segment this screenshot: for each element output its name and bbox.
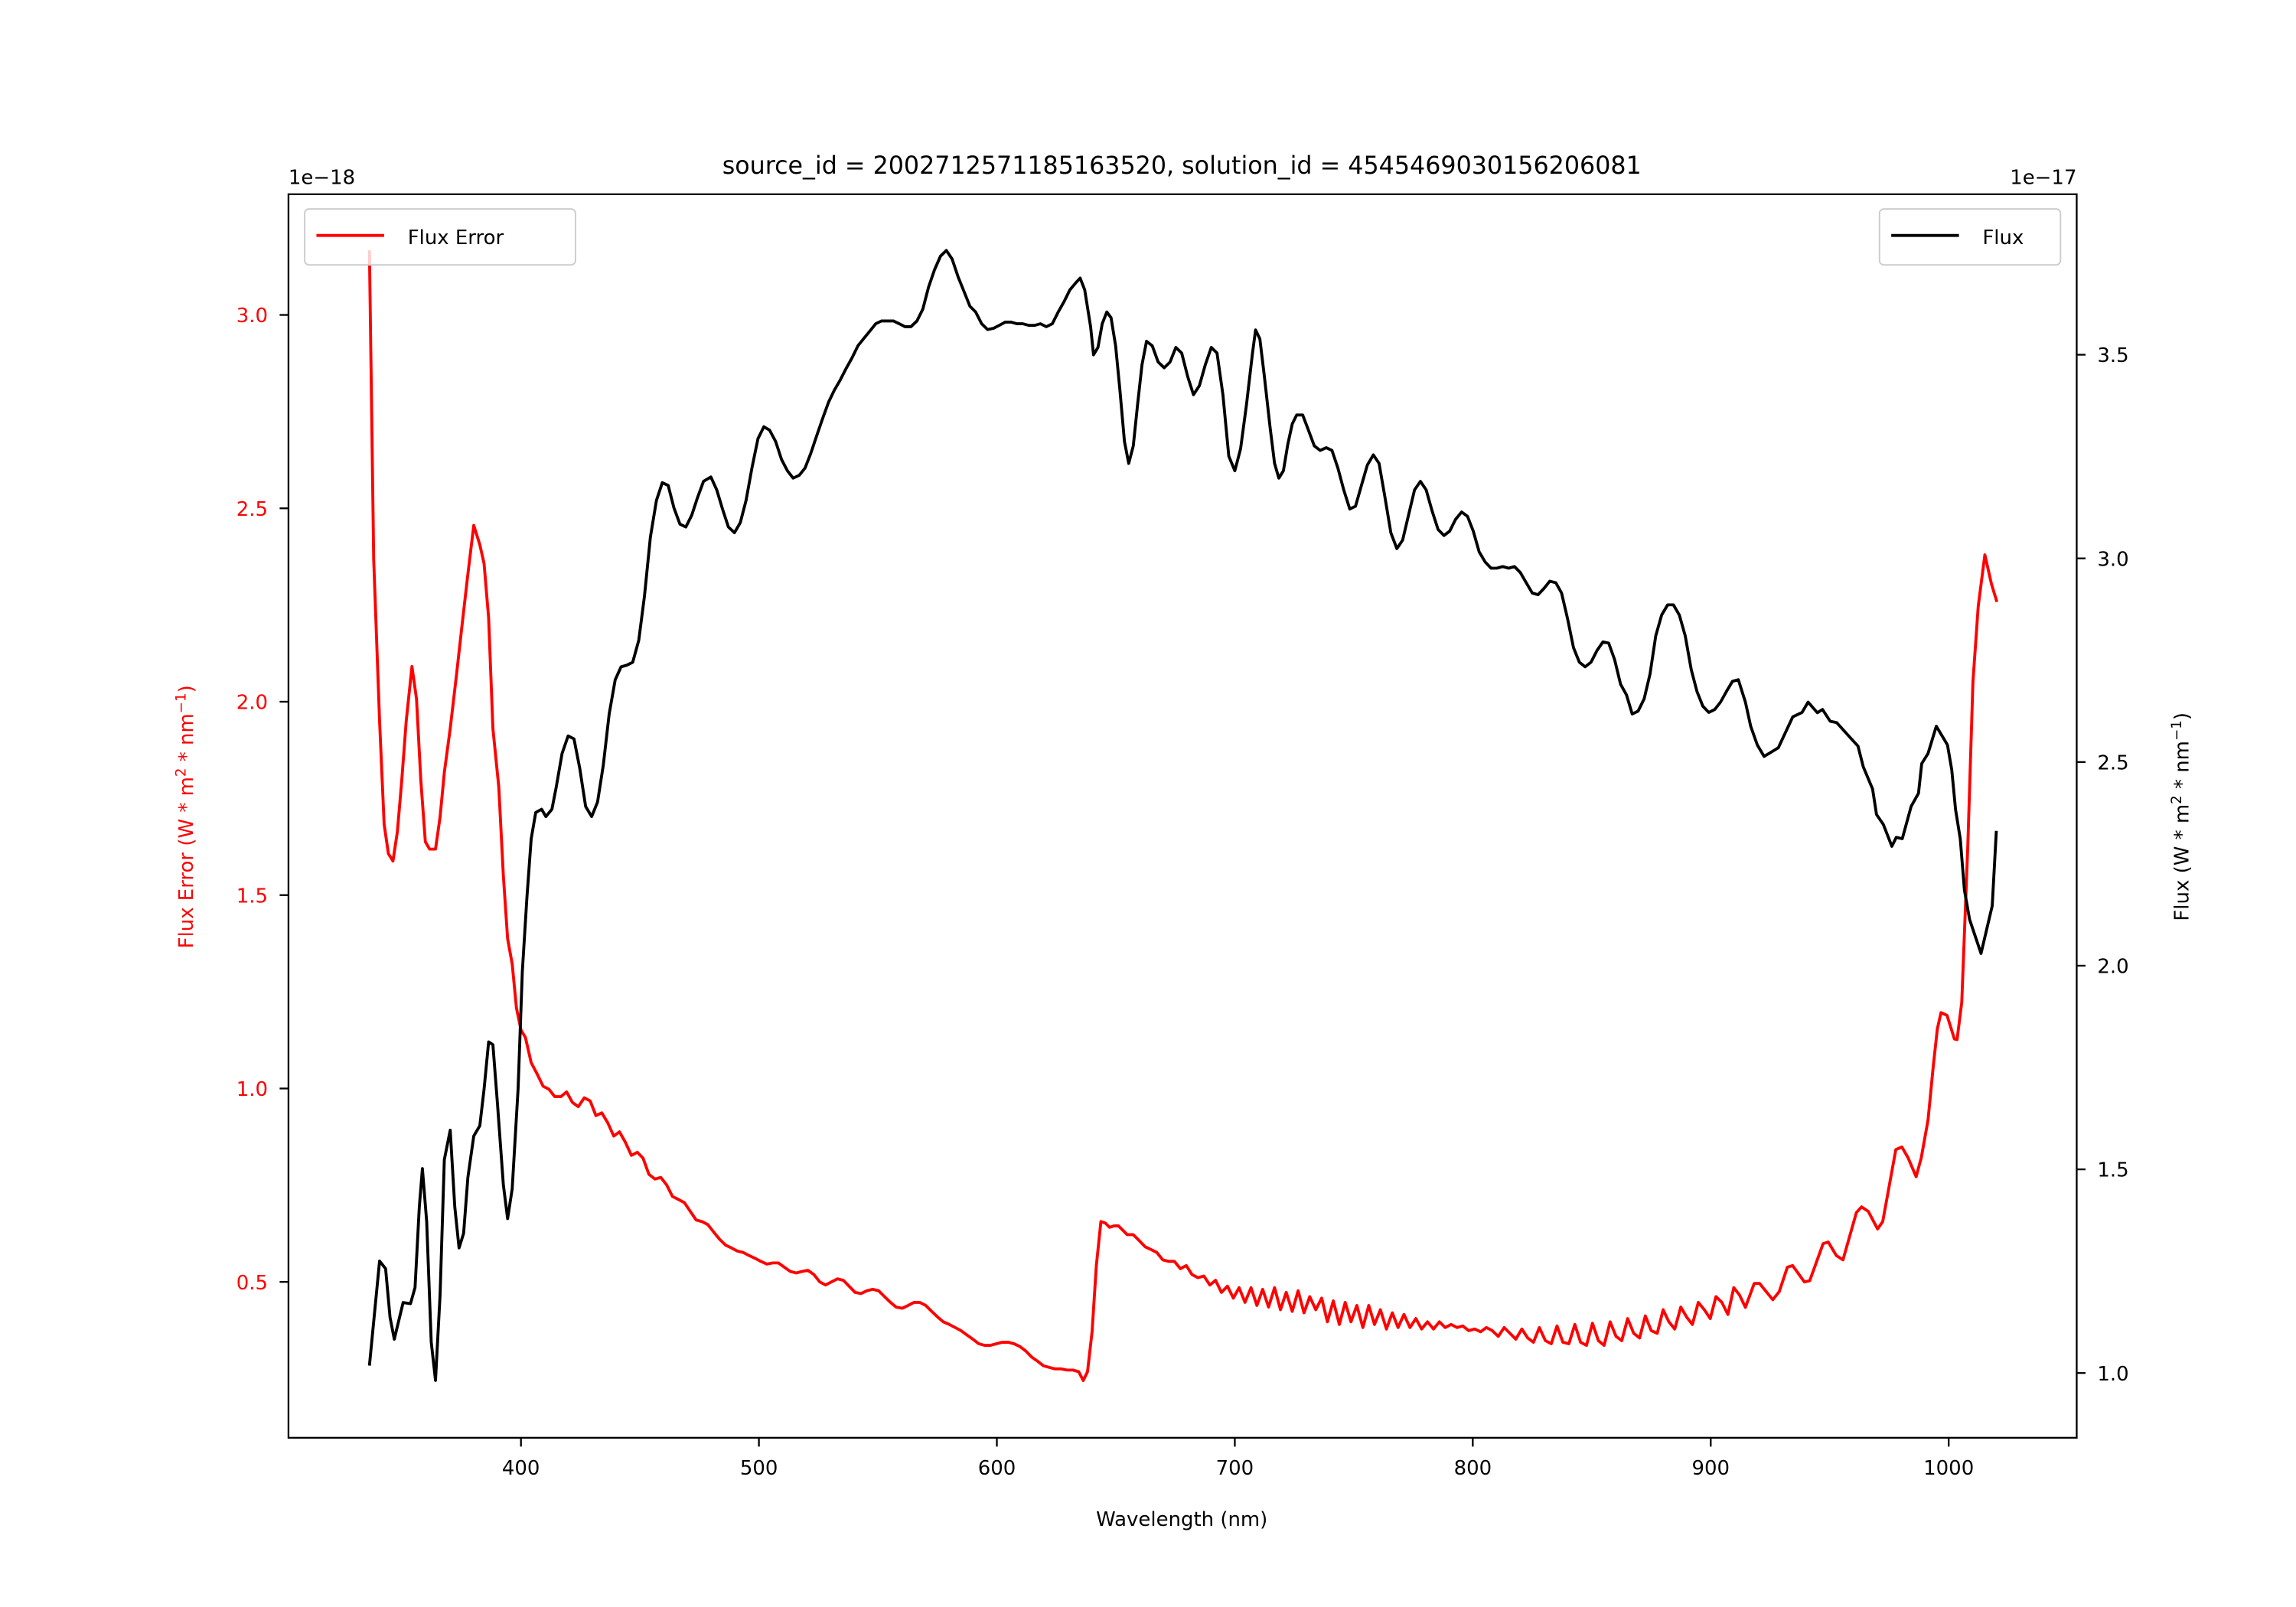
series-line-flux <box>367 249 1998 1382</box>
right-y-tick-label: 1.0 <box>2097 1363 2128 1386</box>
legend-label-flux: Flux <box>1982 227 2024 249</box>
left-offset-text: 1e−18 <box>289 166 355 189</box>
x-tick-label: 700 <box>1216 1457 1254 1480</box>
right-offset-text: 1e−17 <box>2010 166 2076 189</box>
right-y-tick-label: 2.5 <box>2097 751 2128 774</box>
left-y-tick-label: 2.0 <box>236 692 268 715</box>
left-y-tick-label: 1.0 <box>236 1078 268 1101</box>
right-label-mid: * nm <box>2171 741 2194 795</box>
left-label-sup2: −1 <box>173 693 189 713</box>
axis-ticks: 400 500 600 700 800 900 1000 0.5 1.0 1.5 2.0 2.5 3.0… <box>236 305 2129 1480</box>
right-label-prefix: Flux (W * m <box>2171 804 2194 921</box>
left-label-mid: * nm <box>175 713 198 768</box>
plot-area <box>367 249 1999 1382</box>
legend-flux: Flux <box>1878 208 2062 266</box>
chart-title: source_id = 2002712571185163520, solutio… <box>722 152 1642 180</box>
x-tick-label: 400 <box>502 1457 540 1480</box>
right-label-suffix: ) <box>2171 712 2194 720</box>
legend-box <box>1878 208 2062 266</box>
left-y-tick-label: 1.5 <box>236 885 268 908</box>
x-tick-label: 500 <box>740 1457 778 1480</box>
right-label-sup1: 2 <box>2169 795 2185 804</box>
x-tick-label: 1000 <box>1923 1457 1974 1480</box>
x-tick-label: 800 <box>1454 1457 1492 1480</box>
left-label-sup1: 2 <box>173 768 189 777</box>
right-y-tick-label: 3.0 <box>2097 548 2128 571</box>
series-line-flux-error <box>367 250 1999 1382</box>
x-tick-label: 600 <box>978 1457 1016 1480</box>
legend-flux-error: Flux Error <box>304 208 576 266</box>
right-y-tick-label: 3.5 <box>2097 344 2128 367</box>
legend-label-flux-error: Flux Error <box>408 227 504 249</box>
left-y-tick-label: 2.5 <box>236 498 268 521</box>
right-y-tick-label: 2.0 <box>2097 956 2128 979</box>
right-y-tick-label: 1.5 <box>2097 1159 2128 1182</box>
legend-box <box>304 208 576 266</box>
right-axis-label: Flux (W * m2 * nm−1) <box>2169 712 2194 921</box>
left-label-suffix: ) <box>175 685 198 693</box>
axes-frame <box>287 193 2078 1439</box>
left-label-prefix: Flux Error (W * m <box>175 777 198 948</box>
x-tick-label: 900 <box>1691 1457 1730 1480</box>
right-label-sup2: −1 <box>2169 720 2185 741</box>
left-y-tick-label: 0.5 <box>236 1272 268 1295</box>
left-y-tick-label: 3.0 <box>236 305 268 328</box>
x-axis-label: Wavelength (nm) <box>1096 1508 1267 1531</box>
left-axis-label: Flux Error (W * m2 * nm−1) <box>173 685 198 948</box>
